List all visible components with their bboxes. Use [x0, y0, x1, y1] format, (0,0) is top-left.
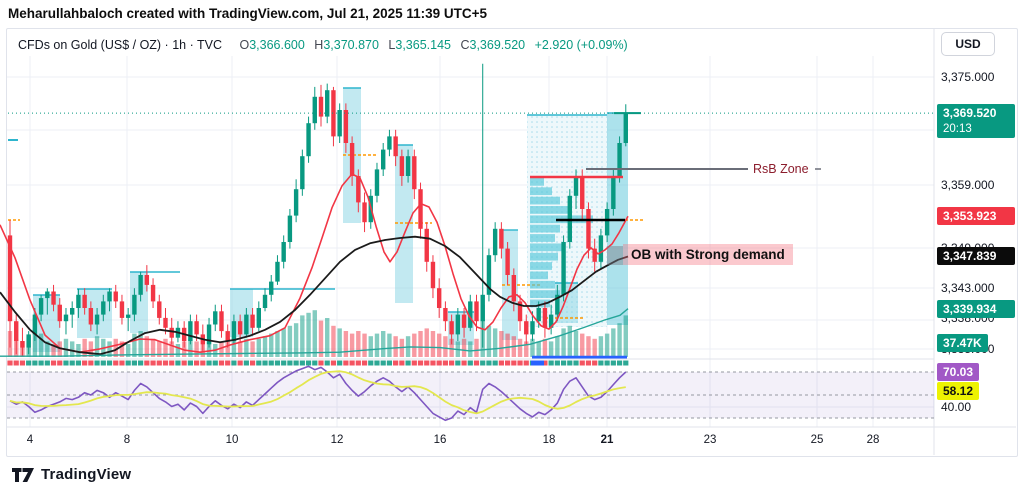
price-badge: 3,353.923	[937, 207, 1015, 225]
open-value: 3,366.600	[249, 38, 305, 52]
time-axis-label: 4	[26, 434, 34, 446]
price-axis-label: 3,375.000	[941, 70, 995, 84]
price-badge: 3,347.839	[937, 247, 1015, 265]
time-axis-label: 8	[123, 434, 131, 446]
price-axis-label: 3,343.000	[941, 281, 995, 295]
low-label: L	[388, 38, 396, 52]
rsb-zone-label[interactable]: RsB Zone	[753, 162, 809, 176]
price-badge: 3,339.934	[937, 300, 1015, 318]
ob-drawing-anchor[interactable]	[607, 246, 623, 265]
time-axis-label: 12	[330, 434, 344, 446]
price-axis-label: 3,359.000	[941, 178, 995, 192]
symbol-legend[interactable]: CFDs on Gold (US$ / OZ) · 1h · TVC O3,36…	[18, 38, 628, 52]
time-axis-label: 10	[225, 434, 239, 446]
ob-demand-label[interactable]: OB with Strong demand	[623, 244, 793, 265]
close-value: 3,369.520	[469, 38, 526, 52]
time-axis-label: 25	[810, 434, 824, 446]
price-axis-label: 40.00	[941, 400, 972, 414]
last-price-badge: 3,369.520 20:13	[937, 104, 1015, 138]
tradingview-logo-icon[interactable]	[12, 467, 35, 483]
open-label: O	[239, 38, 250, 52]
symbol-title: CFDs on Gold (US$ / OZ) · 1h · TVC	[18, 38, 222, 52]
chart-widget-frame	[6, 28, 1018, 457]
price-badge: 37.47K	[937, 334, 988, 352]
attribution-text: Meharullahbaloch created with TradingVie…	[8, 6, 488, 21]
time-axis-label: 18	[542, 434, 556, 446]
high-value: 3,370.870	[323, 38, 379, 52]
high-label: H	[314, 38, 324, 52]
time-axis-label: 21	[600, 434, 614, 446]
low-value: 3,365.145	[395, 38, 451, 52]
change-value: +2.920 (+0.09%)	[534, 38, 628, 52]
time-axis-label: 28	[866, 434, 880, 446]
footer: TradingView	[12, 466, 131, 483]
time-axis-label: 23	[703, 434, 717, 446]
tradingview-brand-text[interactable]: TradingView	[41, 466, 132, 483]
price-badge: 70.03	[937, 363, 980, 381]
price-badge: 58.12	[937, 382, 980, 400]
time-axis-label: 16	[433, 434, 447, 446]
currency-button[interactable]: USD	[941, 32, 995, 56]
close-label: C	[460, 38, 470, 52]
